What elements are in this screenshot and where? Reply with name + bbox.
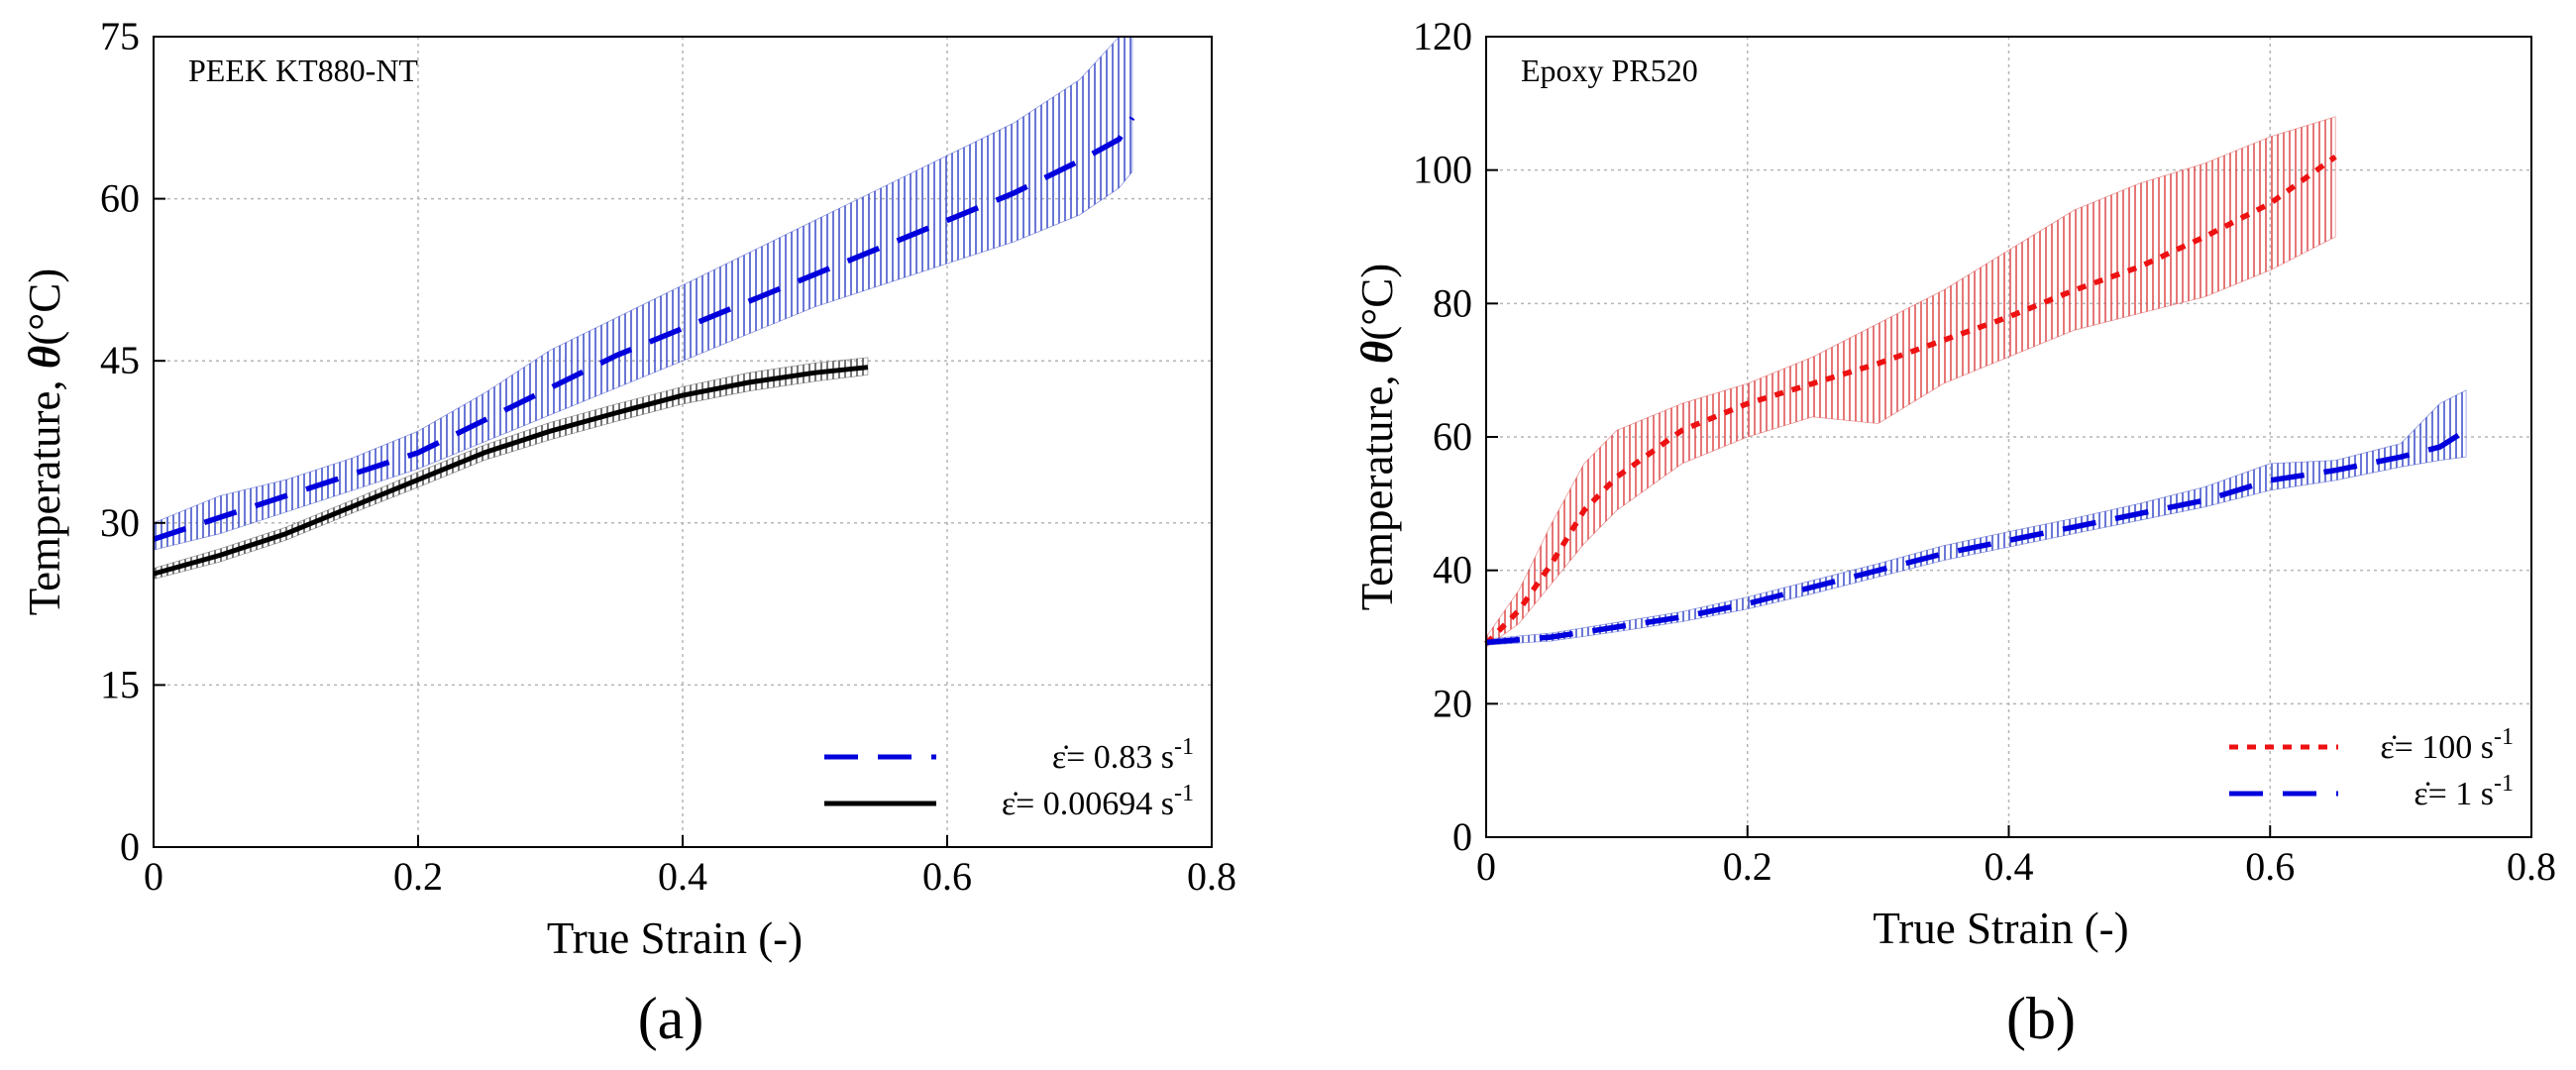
y-tick-label: 20 xyxy=(1433,681,1472,725)
x-tick-label: 0.2 xyxy=(1723,844,1772,889)
chart-a-legend-text-0: ε̇= 0.83 s-1 xyxy=(1052,734,1194,776)
y-tick-label: 30 xyxy=(100,500,140,545)
chart-b-legend-label-0: ε̇= 100 s xyxy=(2380,729,2494,766)
chart-b-legend-text-0: ε̇= 100 s-1 xyxy=(2380,724,2514,766)
y-tick-label: 45 xyxy=(100,338,140,382)
chart-b-legend-sup-1: -1 xyxy=(2494,771,2514,797)
chart-a-bands xyxy=(153,36,1133,581)
chart-a-ylabel-text: Temperature, xyxy=(20,369,69,615)
chart-b-ylabel-text: Temperature, xyxy=(1352,364,1402,610)
y-tick-label: 100 xyxy=(1413,148,1472,192)
x-tick-label: 0.2 xyxy=(393,854,443,899)
chart-a-legend: ε̇= 0.83 s-1 ε̇= 0.00694 s-1 xyxy=(824,734,1194,822)
panel-label-a: (a) xyxy=(638,986,704,1051)
series-line-0 xyxy=(153,116,1135,542)
x-tick-label: 0.8 xyxy=(2507,844,2556,889)
chart-b-xlabel: True Strain (-) xyxy=(1873,904,2128,953)
y-tick-label: 40 xyxy=(1433,548,1472,592)
y-tick-label: 80 xyxy=(1433,280,1472,325)
chart-a-xlabel: True Strain (-) xyxy=(547,913,803,963)
chart-b-ticks: 0 0.2 0.4 0.6 0.8 0 20 40 60 80 100 120 xyxy=(1413,14,2556,889)
chart-b-ylabel-unit: (°C) xyxy=(1352,264,1402,341)
chart-a-lines xyxy=(153,116,1135,577)
x-tick-label: 0.6 xyxy=(922,854,972,899)
x-tick-label: 0 xyxy=(144,854,163,899)
chart-a-ylabel: Temperature, θ(°C) xyxy=(20,268,69,616)
chart-b: 0 0.2 0.4 0.6 0.8 0 20 40 60 80 100 120 Epoxy PR520… xyxy=(1352,14,2556,1051)
y-tick-label: 0 xyxy=(120,824,140,869)
series-line-0 xyxy=(1484,154,2337,646)
x-tick-label: 0.6 xyxy=(2245,844,2295,889)
chart-a-legend-label-1: ε̇= 0.00694 s xyxy=(1002,786,1174,822)
series-line-1 xyxy=(153,365,869,577)
chart-a-ylabel-unit: (°C) xyxy=(20,268,69,346)
chart-b-legend-text-1: ε̇= 1 s-1 xyxy=(2414,771,2514,812)
y-tick-label: 75 xyxy=(100,14,140,58)
series-band-1 xyxy=(1485,389,2467,646)
chart-a-legend-sup-0: -1 xyxy=(1174,734,1194,760)
series-line-1 xyxy=(1485,427,2468,646)
y-tick-label: 15 xyxy=(100,662,140,706)
chart-a-legend-label-0: ε̇= 0.83 s xyxy=(1052,739,1174,776)
y-tick-label: 60 xyxy=(100,176,140,221)
chart-b-legend-label-1: ε̇= 1 s xyxy=(2414,776,2494,812)
chart-a-ylabel-theta: θ xyxy=(20,346,69,369)
chart-a-annotation: PEEK KT880-NT xyxy=(188,53,418,88)
series-band-1 xyxy=(153,357,869,581)
chart-b-bands xyxy=(1485,116,2467,648)
x-tick-label: 0.4 xyxy=(658,854,707,899)
chart-a: 0 0.2 0.4 0.6 0.8 0 15 30 45 60 75 PEEK KT880-NT T… xyxy=(20,14,1236,1051)
y-tick-label: 60 xyxy=(1433,414,1472,459)
chart-a-legend-text-1: ε̇= 0.00694 s-1 xyxy=(1002,781,1194,822)
chart-b-ylabel-theta: θ xyxy=(1352,341,1402,364)
panel-label-b: (b) xyxy=(2006,986,2076,1051)
chart-b-annotation: Epoxy PR520 xyxy=(1521,53,1698,88)
series-band-0 xyxy=(153,36,1133,551)
chart-b-legend-sup-0: -1 xyxy=(2494,724,2514,750)
chart-b-lines xyxy=(1484,154,2468,646)
chart-b-legend: ε̇= 100 s-1 ε̇= 1 s-1 xyxy=(2229,724,2514,812)
x-tick-label: 0.8 xyxy=(1187,854,1236,899)
y-tick-label: 120 xyxy=(1413,14,1472,58)
y-tick-label: 0 xyxy=(1452,814,1472,859)
chart-a-legend-sup-1: -1 xyxy=(1174,781,1194,806)
chart-b-ylabel: Temperature, θ(°C) xyxy=(1352,264,1402,611)
chart-a-ticks: 0 0.2 0.4 0.6 0.8 0 15 30 45 60 75 xyxy=(100,14,1236,899)
x-tick-label: 0.4 xyxy=(1985,844,2034,889)
series-band-0 xyxy=(1485,116,2336,648)
x-tick-label: 0 xyxy=(1476,844,1496,889)
